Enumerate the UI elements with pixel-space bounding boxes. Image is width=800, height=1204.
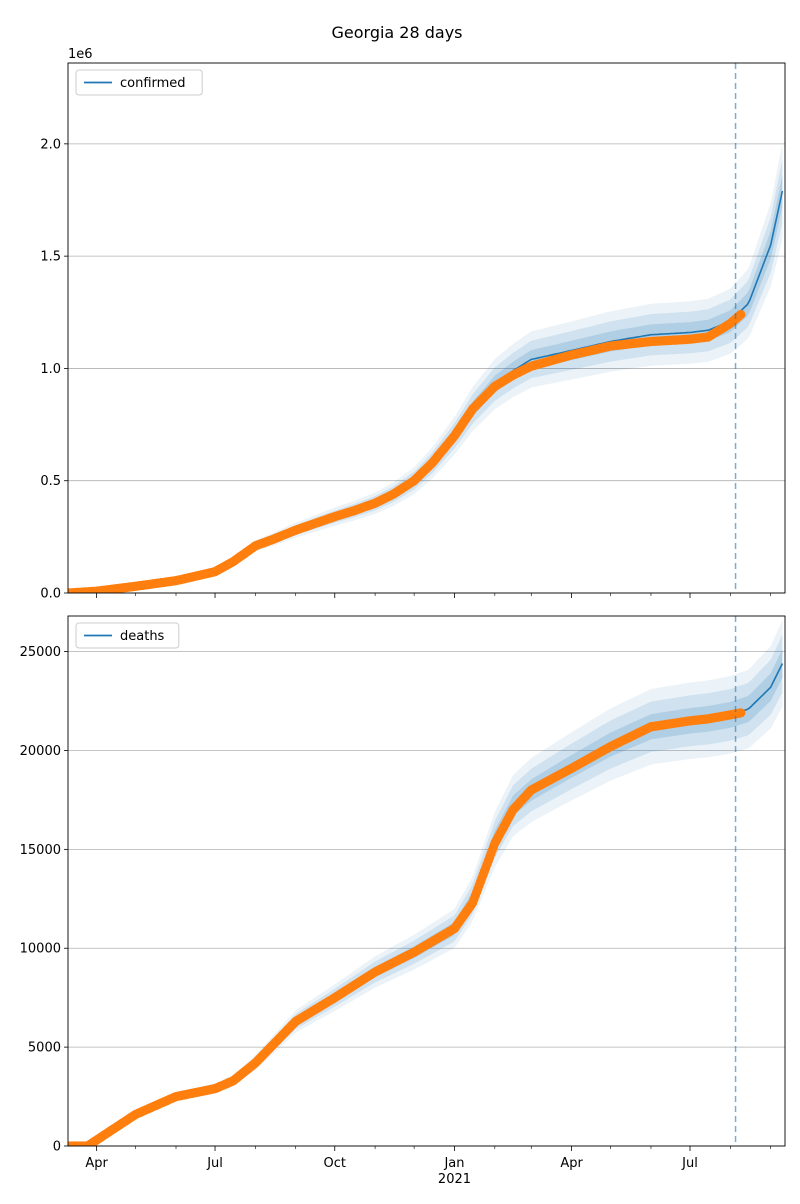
confirmed-panel: 0.0 0.5 1.0 1.5 2.0 1e6 confirmed [40,47,786,602]
observed-point [736,708,746,718]
y-tick-label: 1.0 [40,362,61,377]
y-offset-label: 1e6 [68,47,93,62]
deaths-panel: 0 5000 10000 15000 20000 25000 Apr Jul Oct Jan Apr… [20,615,786,1187]
y-tick-label: 5000 [28,1041,61,1056]
y-tick-label: 1.5 [40,250,61,265]
y-tick-label: 0.0 [40,587,61,602]
axes-frame [67,615,786,1147]
legend-label: confirmed [120,76,186,91]
uncertainty-band [68,158,783,593]
x-tick-label: Oct [324,1156,346,1171]
y-tick-label: 25000 [20,645,61,660]
y-tick-label: 15000 [20,843,61,858]
x-tick-label: Jul [681,1156,698,1171]
axes-frame [67,62,786,594]
x-tick-label: Jul [206,1156,223,1171]
x-year-label: 2021 [438,1172,471,1187]
x-tick-label: Apr [560,1156,583,1171]
x-tick-label: Apr [85,1156,108,1171]
figure-title: Georgia 28 days [331,23,462,42]
legend: confirmed [75,69,203,96]
observed-point [736,309,746,320]
legend-box [75,622,180,649]
y-tick-label: 20000 [20,744,61,759]
uncertainty-band [68,634,783,1146]
legend-label: deaths [120,629,165,644]
legend: deaths [75,622,180,649]
y-tick-label: 0.5 [40,474,61,489]
plot-area [68,620,784,1146]
y-tick-label: 2.0 [40,137,61,152]
series-line-confirmed [68,190,784,593]
uncertainty-band [68,174,783,593]
y-tick-label: 0 [53,1140,61,1155]
y-tick-label: 10000 [20,942,61,957]
x-tick-label: Jan [443,1156,464,1171]
uncertainty-band [68,142,783,593]
plot-area [68,142,784,593]
legend-box [75,69,203,96]
